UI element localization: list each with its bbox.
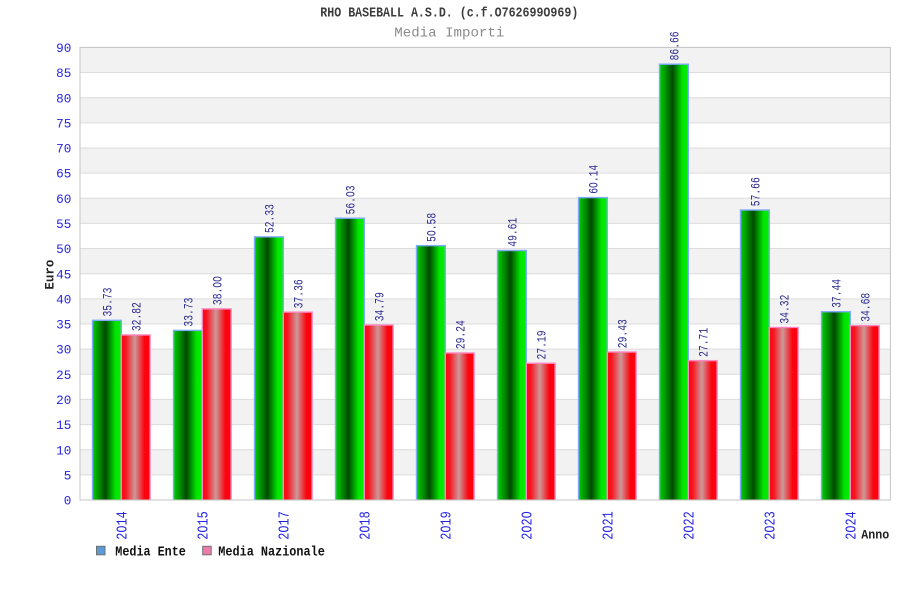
svg-text:2O15: 2O15: [197, 511, 213, 540]
svg-text:37.36: 37.36: [291, 279, 306, 308]
svg-text:55: 55: [56, 217, 71, 232]
svg-text:Media Nazionale: Media Nazionale: [218, 545, 324, 561]
svg-text:65: 65: [56, 167, 71, 182]
svg-text:60: 60: [56, 192, 71, 207]
svg-text:32.82: 32.82: [129, 302, 144, 331]
svg-text:29.43: 29.43: [615, 319, 630, 348]
svg-text:RHO BASEBALL A.S.D. (c.f.O7626: RHO BASEBALL A.S.D. (c.f.O762699O969): [320, 7, 578, 22]
svg-text:86.66: 86.66: [668, 31, 683, 60]
svg-text:20: 20: [56, 393, 71, 408]
svg-text:25: 25: [56, 368, 71, 383]
svg-text:6O.14: 6O.14: [587, 165, 602, 194]
svg-text:57.66: 57.66: [749, 177, 764, 206]
svg-text:2O19: 2O19: [440, 511, 456, 540]
svg-text:49.61: 49.61: [506, 218, 521, 247]
svg-text:Media Importi: Media Importi: [394, 26, 504, 42]
svg-text:56.O3: 56.O3: [344, 185, 359, 214]
svg-text:34.68: 34.68: [858, 293, 873, 322]
svg-text:34.32: 34.32: [777, 295, 792, 324]
svg-text:90: 90: [56, 41, 71, 56]
svg-text:Anno: Anno: [861, 528, 889, 543]
svg-text:5: 5: [64, 468, 72, 483]
svg-text:33.73: 33.73: [182, 298, 197, 327]
svg-text:52.33: 52.33: [263, 204, 278, 233]
svg-text:2O22: 2O22: [683, 511, 699, 540]
svg-text:0: 0: [64, 494, 72, 509]
svg-text:50: 50: [56, 242, 71, 257]
svg-text:35.73: 35.73: [101, 288, 116, 317]
svg-text:29.24: 29.24: [453, 320, 468, 349]
svg-text:2O17: 2O17: [278, 511, 294, 540]
svg-text:35: 35: [56, 318, 71, 333]
svg-text:80: 80: [56, 91, 71, 106]
svg-text:2O14: 2O14: [116, 511, 132, 540]
svg-text:15: 15: [56, 418, 71, 433]
svg-text:40: 40: [56, 292, 71, 307]
svg-text:Media Ente: Media Ente: [115, 545, 186, 561]
svg-text:2O21: 2O21: [602, 511, 618, 540]
svg-text:5O.58: 5O.58: [425, 213, 440, 242]
svg-text:30: 30: [56, 343, 71, 358]
svg-text:34.79: 34.79: [372, 292, 387, 321]
svg-text:2O24: 2O24: [845, 511, 861, 540]
svg-text:2O23: 2O23: [764, 511, 780, 540]
svg-text:27.71: 27.71: [696, 328, 711, 357]
svg-text:2O18: 2O18: [359, 511, 375, 540]
svg-text:Euro: Euro: [44, 260, 58, 290]
svg-text:10: 10: [56, 443, 71, 458]
svg-text:45: 45: [56, 267, 71, 282]
svg-text:38.OO: 38.OO: [210, 276, 225, 305]
svg-text:27.19: 27.19: [534, 330, 549, 359]
svg-text:70: 70: [56, 142, 71, 157]
svg-text:75: 75: [56, 116, 71, 131]
svg-text:37.44: 37.44: [830, 279, 845, 308]
svg-text:2O2O: 2O2O: [521, 511, 537, 540]
svg-text:85: 85: [56, 66, 71, 81]
